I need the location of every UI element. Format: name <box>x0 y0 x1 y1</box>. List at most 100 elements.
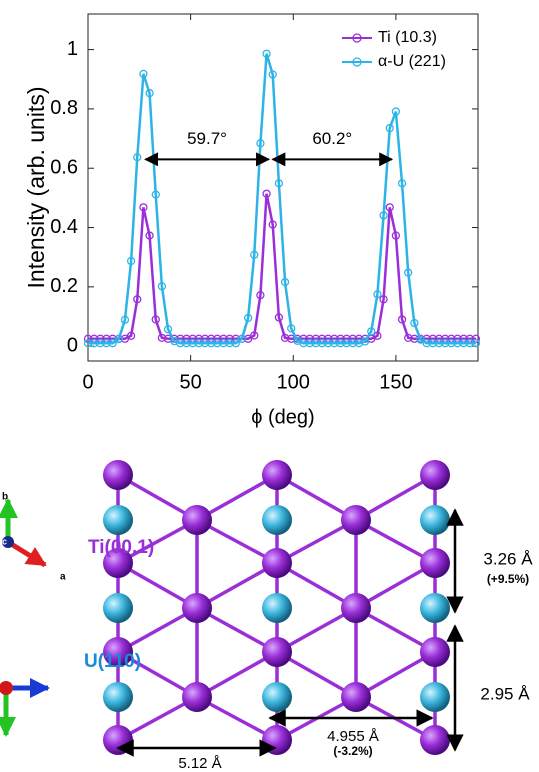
ti-atom <box>262 548 292 578</box>
data-point <box>379 211 388 220</box>
dimension-note: (+9.5%) <box>487 572 529 586</box>
ti-atom <box>103 725 133 755</box>
data-point <box>385 203 394 212</box>
data-point <box>453 339 462 348</box>
bond <box>355 473 436 522</box>
data-point <box>200 339 210 348</box>
data-point <box>96 339 105 348</box>
bond <box>276 650 357 699</box>
y-tick-label: 0.2 <box>50 275 78 297</box>
bond <box>196 606 278 654</box>
u-plane-label: U(110) <box>84 651 141 672</box>
data-point <box>145 231 154 240</box>
data-point <box>397 179 407 188</box>
data-point <box>194 339 203 348</box>
data-point <box>213 339 222 348</box>
u-atom <box>420 682 450 712</box>
data-point <box>416 335 425 344</box>
data-point <box>176 339 185 348</box>
data-point <box>471 339 481 348</box>
axis-triad-ti: b a c <box>0 492 66 583</box>
y-tick-label: 0.6 <box>50 157 78 179</box>
x-tick-label: 50 <box>180 371 202 393</box>
x-axis-label: ϕ (deg) <box>251 406 314 428</box>
data-point <box>348 339 357 348</box>
data-point <box>324 339 333 348</box>
data-point <box>151 190 160 199</box>
data-point <box>342 339 351 348</box>
ti-atom <box>182 593 212 623</box>
ti-atom <box>420 548 450 578</box>
data-point <box>151 315 160 324</box>
data-point <box>274 179 284 188</box>
ti-atom <box>103 637 133 667</box>
y-axis-label: Intensity (arb. units) <box>23 87 49 289</box>
u-atom <box>103 593 133 623</box>
u-atom <box>103 682 133 712</box>
bond <box>196 561 278 610</box>
ti-atom <box>420 460 450 490</box>
data-point <box>428 339 437 348</box>
data-point <box>108 339 117 348</box>
data-point <box>280 333 290 343</box>
data-point <box>163 325 173 334</box>
series-line <box>88 53 476 345</box>
lattice-diagram: b a c Ti(00.1) U(110) 3.26 Å (+9.5%) 2.9… <box>0 460 533 772</box>
dimension-label: 4.955 Å <box>327 728 379 745</box>
ti-atom <box>182 682 212 712</box>
ti-atom <box>103 460 133 490</box>
data-point <box>139 69 148 79</box>
data-point <box>404 333 413 343</box>
data-point <box>367 327 376 336</box>
dimension-label: 3.26 Å <box>483 549 533 568</box>
data-point <box>404 268 413 277</box>
data-point <box>207 339 216 348</box>
x-tick-label: 100 <box>277 371 310 393</box>
u-atom <box>262 593 292 623</box>
data-point <box>379 295 388 304</box>
data-point <box>447 339 456 348</box>
axis-triad-u <box>0 678 50 737</box>
y-tick-label: 0.4 <box>50 216 78 238</box>
ti-atom <box>182 505 212 535</box>
data-point <box>385 124 394 133</box>
data-point <box>360 337 370 346</box>
bond <box>355 650 436 699</box>
data-point <box>311 339 320 348</box>
chart: 0 0.2 0.4 0.6 0.8 1 0 50 100 150 ϕ (deg) Intensity … <box>23 13 481 428</box>
data-point <box>397 315 407 324</box>
data-point <box>410 334 419 343</box>
data-point <box>410 318 419 328</box>
data-point <box>336 339 345 348</box>
data-point <box>188 339 197 348</box>
bond <box>196 518 278 565</box>
legend-marker <box>352 33 362 43</box>
data-point <box>157 333 167 343</box>
bond <box>355 561 436 610</box>
axis-label: b <box>2 492 8 503</box>
bond <box>117 473 198 522</box>
u-atom <box>103 505 133 535</box>
u-atom <box>420 505 450 535</box>
dimension-label: 5.12 Å <box>178 755 221 772</box>
data-point <box>262 49 271 58</box>
data-point <box>268 220 277 229</box>
data-point <box>305 339 314 348</box>
data-point <box>274 313 284 322</box>
ti-atom <box>262 460 292 490</box>
bond <box>276 473 357 522</box>
data-point <box>465 339 474 348</box>
data-point <box>441 339 450 348</box>
bond <box>117 650 198 699</box>
ti-plane-label: Ti(00.1) <box>88 537 154 558</box>
ti-atom <box>341 593 371 623</box>
data-point <box>391 107 401 116</box>
ti-atom <box>420 637 450 667</box>
data-point <box>83 339 93 348</box>
data-point <box>243 313 253 323</box>
dimension-label: 2.95 Å <box>480 684 530 703</box>
data-point <box>299 339 308 348</box>
axis-label: a <box>60 572 66 583</box>
data-point <box>330 339 339 348</box>
